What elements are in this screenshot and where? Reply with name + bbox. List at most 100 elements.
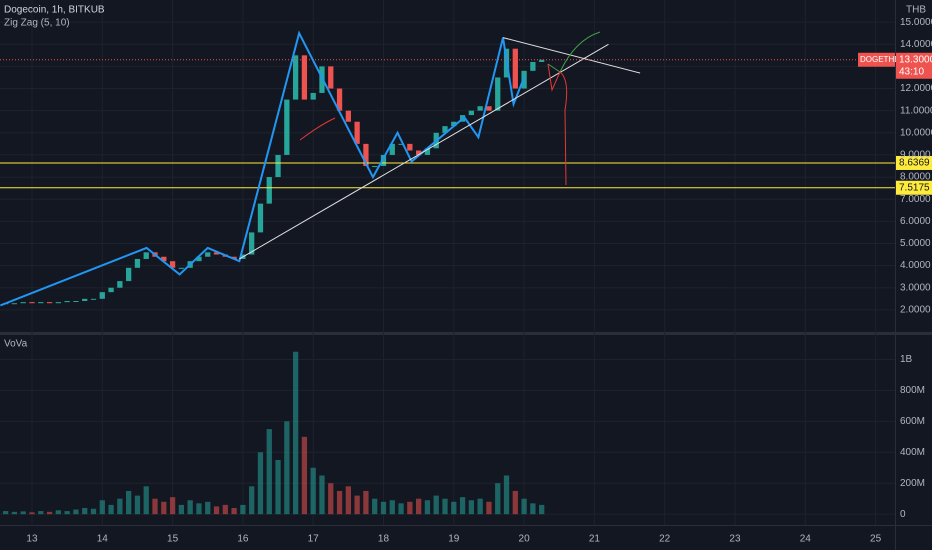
drawing <box>547 63 568 186</box>
volume-bar <box>257 452 264 515</box>
volume-bar <box>319 475 325 515</box>
volume-bar <box>477 498 483 515</box>
candle <box>363 143 369 166</box>
y-tick-label: 6.0000 <box>900 216 931 227</box>
volume-bar <box>380 501 387 515</box>
volume-bar <box>451 501 457 515</box>
volume-bar <box>301 436 308 515</box>
candle <box>477 106 483 111</box>
candle <box>398 143 404 145</box>
candle <box>495 77 501 111</box>
last-price-label: 13.3000 <box>899 54 932 65</box>
volume-bar <box>169 497 176 515</box>
volume-bar <box>354 495 360 515</box>
candle <box>301 55 308 100</box>
candle <box>117 281 123 288</box>
volume-bar <box>20 511 26 515</box>
volume-bar <box>29 512 35 515</box>
volume-bar <box>38 511 44 515</box>
volume-title: VoVa <box>4 339 28 350</box>
candle <box>143 252 149 259</box>
candle <box>196 256 202 262</box>
currency: THB <box>906 5 926 16</box>
symbol-title: Dogecoin, 1h, BITKUB <box>4 5 105 16</box>
volume-tick-label: 600M <box>900 416 925 427</box>
candle <box>530 61 536 71</box>
x-tick-label: 19 <box>448 534 460 545</box>
volume-bar <box>126 490 132 515</box>
candle <box>55 302 61 304</box>
candle <box>486 106 492 111</box>
candle <box>73 301 79 303</box>
x-tick-label: 18 <box>378 534 390 545</box>
candle <box>46 302 53 304</box>
ticker-tag <box>858 52 895 67</box>
y-tick-label: 9.0000 <box>900 150 931 161</box>
volume-tick-label: 0 <box>900 509 906 520</box>
volume-bar <box>292 351 299 515</box>
volume-bar <box>46 511 53 515</box>
volume-bar <box>521 498 527 515</box>
candle <box>266 177 272 204</box>
countdown: 43:10 <box>899 66 924 77</box>
volume-bar <box>108 504 114 515</box>
volume-tick-label: 800M <box>900 385 925 396</box>
x-tick-label: 23 <box>729 534 741 545</box>
level-label: 8.6369 <box>899 158 930 169</box>
y-tick-label: 15.0000 <box>900 17 932 28</box>
volume-bar <box>152 498 158 515</box>
volume-bar <box>398 503 404 515</box>
candle <box>29 302 35 304</box>
volume-bar <box>222 504 228 515</box>
candle <box>451 121 457 127</box>
volume-bar <box>2 511 9 515</box>
candle <box>134 258 141 268</box>
y-tick-label: 2.0000 <box>900 305 931 316</box>
candle <box>161 256 167 262</box>
candle <box>178 267 185 269</box>
volume-bar <box>196 503 202 515</box>
volume-bar <box>178 504 185 515</box>
candle <box>380 154 387 166</box>
candle <box>90 298 97 300</box>
candle <box>284 99 290 155</box>
volume-bar <box>82 507 88 515</box>
candle <box>424 148 431 155</box>
x-tick-label: 21 <box>589 534 601 545</box>
candle <box>257 203 264 233</box>
trendline <box>502 37 641 74</box>
volume-bar <box>240 504 246 515</box>
x-tick-label: 16 <box>237 534 249 545</box>
volume-bar <box>486 501 492 515</box>
volume-bar <box>328 483 334 515</box>
volume-bar <box>11 511 18 515</box>
y-tick-label: 4.0000 <box>900 260 931 271</box>
y-tick-label: 10.0000 <box>900 127 932 138</box>
y-tick-label: 7.0000 <box>900 194 931 205</box>
volume-bar <box>64 511 70 515</box>
volume-bar <box>213 506 220 515</box>
candle <box>82 298 88 302</box>
candle <box>372 166 378 167</box>
volume-bar <box>99 500 105 515</box>
volume-bar <box>90 508 97 515</box>
zigzag-line <box>0 30 526 307</box>
volume-bar <box>266 429 272 515</box>
candle <box>108 287 114 293</box>
x-tick-label: 14 <box>97 534 109 545</box>
level-tag <box>896 180 932 195</box>
x-tick-label: 22 <box>659 534 671 545</box>
y-tick-label: 11.0000 <box>900 105 932 116</box>
volume-bar <box>389 500 395 515</box>
volume-bar <box>363 490 369 515</box>
candle <box>11 303 18 305</box>
candle <box>416 150 422 155</box>
volume-bar <box>231 507 237 515</box>
candle <box>407 143 413 151</box>
ticker-label: DOGETHB <box>860 55 900 64</box>
drawing <box>299 117 336 141</box>
candle <box>310 92 316 100</box>
y-tick-label: 12.0000 <box>900 83 932 94</box>
